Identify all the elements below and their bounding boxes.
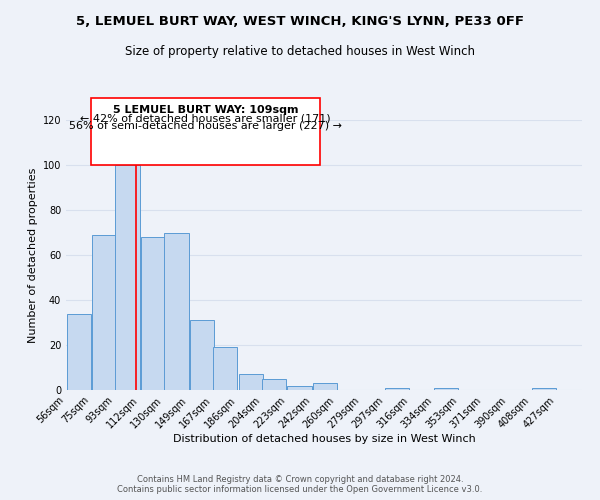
Bar bbox=[532, 388, 556, 390]
Bar bbox=[287, 386, 311, 390]
Text: Size of property relative to detached houses in West Winch: Size of property relative to detached ho… bbox=[125, 45, 475, 58]
Bar bbox=[262, 379, 286, 390]
FancyBboxPatch shape bbox=[91, 98, 320, 165]
Bar bbox=[92, 235, 116, 390]
Text: Contains HM Land Registry data © Crown copyright and database right 2024.: Contains HM Land Registry data © Crown c… bbox=[137, 476, 463, 484]
Text: 5 LEMUEL BURT WAY: 109sqm: 5 LEMUEL BURT WAY: 109sqm bbox=[113, 105, 298, 115]
Bar bbox=[164, 232, 188, 390]
Bar bbox=[313, 383, 337, 390]
Bar bbox=[239, 374, 263, 390]
Y-axis label: Number of detached properties: Number of detached properties bbox=[28, 168, 38, 342]
Text: Contains public sector information licensed under the Open Government Licence v3: Contains public sector information licen… bbox=[118, 486, 482, 494]
Bar bbox=[190, 320, 214, 390]
Text: 56% of semi-detached houses are larger (227) →: 56% of semi-detached houses are larger (… bbox=[69, 120, 342, 130]
Bar bbox=[214, 347, 238, 390]
Bar bbox=[140, 237, 165, 390]
Text: 5, LEMUEL BURT WAY, WEST WINCH, KING'S LYNN, PE33 0FF: 5, LEMUEL BURT WAY, WEST WINCH, KING'S L… bbox=[76, 15, 524, 28]
Bar bbox=[385, 388, 409, 390]
Bar bbox=[434, 388, 458, 390]
Bar bbox=[67, 314, 91, 390]
Bar bbox=[115, 165, 140, 390]
X-axis label: Distribution of detached houses by size in West Winch: Distribution of detached houses by size … bbox=[173, 434, 475, 444]
Text: ← 42% of detached houses are smaller (171): ← 42% of detached houses are smaller (17… bbox=[80, 114, 331, 123]
